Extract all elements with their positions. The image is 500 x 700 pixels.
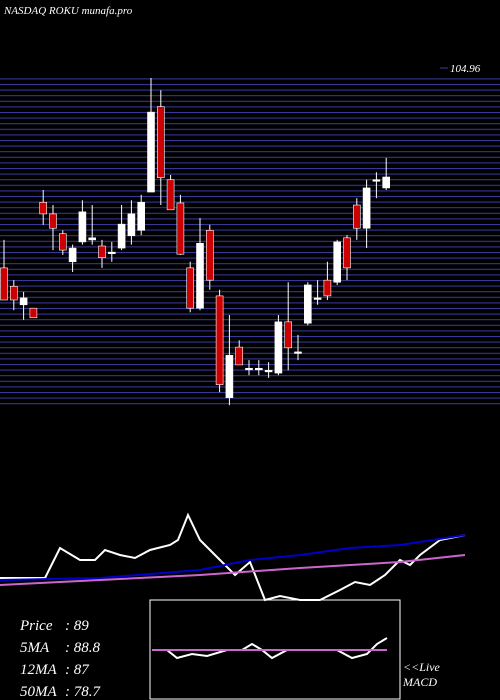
candle-body [255, 368, 263, 371]
candle-body [0, 267, 8, 301]
candle-body [137, 201, 145, 231]
info-value: : 88.8 [65, 640, 100, 656]
candle-body [29, 307, 38, 319]
info-label: 50MA [20, 684, 57, 700]
candle-body [362, 187, 371, 229]
candle-body [264, 370, 273, 373]
candle-body [127, 213, 136, 237]
info-label: Price [19, 618, 53, 634]
candle-body [78, 211, 87, 243]
candle-body [49, 213, 57, 229]
candle-body [19, 297, 28, 306]
candle-body [245, 368, 253, 371]
candle-body [176, 202, 185, 255]
info-label: 5MA [20, 640, 50, 656]
macd-box [149, 599, 401, 700]
candle-body [382, 176, 391, 189]
candle-body [58, 233, 67, 251]
candle-body [343, 237, 351, 269]
candle-body [98, 245, 106, 258]
candle-body [333, 241, 342, 283]
info-label: 12MA [20, 662, 57, 678]
candle-body [303, 284, 312, 324]
candle-body [157, 106, 165, 178]
line-series [152, 637, 388, 660]
macd-label: MACD [402, 675, 437, 689]
candle-body [39, 201, 48, 215]
grid-pattern [0, 74, 500, 408]
info-value: : 78.7 [65, 684, 101, 700]
candle-body [206, 230, 214, 281]
candle-body [108, 251, 116, 254]
line-series [0, 554, 466, 586]
candle-body [10, 286, 18, 301]
y-tick-label: 104.96 [450, 63, 481, 75]
macd-label: <<Live [403, 660, 441, 674]
candle-body [352, 204, 361, 229]
candle-body [147, 111, 155, 193]
line-series [0, 512, 466, 602]
candle-body [196, 242, 204, 309]
candle-body [117, 223, 126, 249]
candle-body [323, 279, 332, 297]
candle-body [225, 355, 234, 398]
candle-body [284, 321, 293, 349]
candle-body [68, 247, 77, 263]
candle-body [88, 237, 96, 241]
chart-title: NASDAQ ROKU munafa.pro [3, 5, 133, 17]
candle-body [294, 351, 302, 354]
candle-body [166, 179, 175, 211]
info-value: : 87 [65, 662, 90, 678]
candle-body [313, 297, 322, 300]
candle-body [372, 179, 381, 182]
info-value: : 89 [65, 618, 89, 634]
candle-body [274, 321, 283, 374]
candle-body [186, 267, 194, 309]
line-series [0, 534, 466, 581]
candle-body [235, 346, 243, 366]
candle-body [215, 295, 224, 386]
